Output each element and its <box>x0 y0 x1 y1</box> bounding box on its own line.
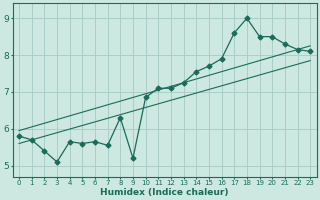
X-axis label: Humidex (Indice chaleur): Humidex (Indice chaleur) <box>100 188 229 197</box>
